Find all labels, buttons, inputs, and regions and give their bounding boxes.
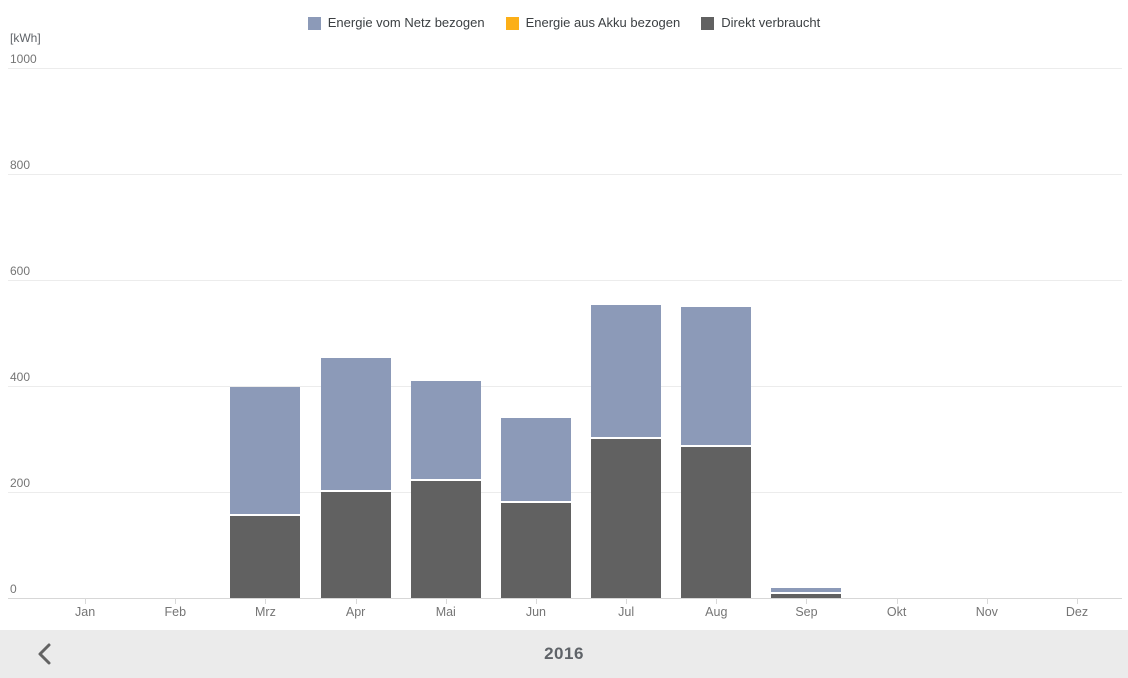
bar-segment-mrz-series2[interactable] bbox=[230, 515, 301, 598]
chevron-left-icon bbox=[38, 643, 51, 665]
x-axis-tick bbox=[355, 598, 357, 604]
x-axis-tick bbox=[626, 598, 628, 604]
y-axis-unit-label: [kWh] bbox=[10, 31, 41, 45]
akku-color-swatch bbox=[505, 16, 519, 30]
x-axis-label-jan: Jan bbox=[75, 605, 96, 619]
month-column-jan: Jan bbox=[40, 0, 130, 630]
bar-segment-jul-series0[interactable] bbox=[591, 304, 662, 437]
month-column-aug: Aug bbox=[671, 0, 761, 630]
y-axis-tick-label: 200 bbox=[10, 476, 31, 490]
bar-jun[interactable] bbox=[500, 418, 571, 598]
gridline-1000 bbox=[8, 68, 1122, 69]
x-axis-tick bbox=[806, 598, 808, 604]
bar-segment-jun-series2[interactable] bbox=[500, 502, 571, 598]
bar-segment-mrz-series0[interactable] bbox=[230, 386, 301, 514]
legend-item-netz[interactable]: Energie vom Netz bezogen bbox=[307, 14, 485, 32]
bar-columns: Jan Feb Mrz Apr Mai Jun Jul Aug Sep Okt Nov Dez bbox=[40, 0, 1122, 630]
month-column-mai: Mai bbox=[401, 0, 491, 630]
x-axis-label-feb: Feb bbox=[164, 605, 187, 619]
bar-segment-sep-series2[interactable] bbox=[771, 593, 842, 598]
x-axis-label-jul: Jul bbox=[618, 605, 635, 619]
bar-sep[interactable] bbox=[771, 587, 842, 598]
y-axis-tick-label: 0 bbox=[10, 582, 17, 596]
plot-area: [kWh] 0 200 400 600 800 1000 Jan Feb Mrz Apr Mai J… bbox=[8, 0, 1122, 630]
x-axis-label-sep: Sep bbox=[795, 605, 818, 619]
year-label: 2016 bbox=[544, 644, 584, 663]
x-axis-label-okt: Okt bbox=[886, 605, 907, 619]
x-axis-label-jun: Jun bbox=[525, 605, 547, 619]
x-axis-tick bbox=[716, 598, 718, 604]
x-axis-tick bbox=[265, 598, 267, 604]
month-column-jun: Jun bbox=[491, 0, 581, 630]
x-axis-tick bbox=[986, 598, 988, 604]
y-axis-tick-label: 600 bbox=[10, 264, 31, 278]
x-axis-label-apr: Apr bbox=[345, 605, 366, 619]
month-column-feb: Feb bbox=[130, 0, 220, 630]
x-axis-label-dez: Dez bbox=[1065, 605, 1089, 619]
y-axis-tick-label: 400 bbox=[10, 370, 31, 384]
x-axis-label-aug: Aug bbox=[705, 605, 728, 619]
x-axis-tick bbox=[85, 598, 87, 604]
chart-legend: Energie vom Netz bezogen Energie aus Akk… bbox=[0, 14, 1128, 32]
legend-label-netz: Energie vom Netz bezogen bbox=[327, 15, 485, 30]
bar-segment-jun-series0[interactable] bbox=[500, 418, 571, 501]
legend-item-akku[interactable]: Energie aus Akku bezogen bbox=[505, 14, 681, 32]
month-column-sep: Sep bbox=[761, 0, 851, 630]
netz-color-swatch bbox=[307, 16, 321, 30]
direkt-color-swatch bbox=[701, 16, 715, 30]
bar-segment-jul-series2[interactable] bbox=[591, 439, 662, 598]
month-column-okt: Okt bbox=[852, 0, 942, 630]
bar-segment-apr-series0[interactable] bbox=[320, 357, 391, 490]
bar-mai[interactable] bbox=[410, 381, 481, 598]
x-axis-line bbox=[8, 598, 1122, 599]
x-axis-tick bbox=[445, 598, 447, 604]
month-column-apr: Apr bbox=[311, 0, 401, 630]
month-column-mrz: Mrz bbox=[220, 0, 310, 630]
legend-item-direkt[interactable]: Direkt verbraucht bbox=[701, 14, 820, 32]
gridline-400 bbox=[8, 386, 1122, 387]
previous-year-button[interactable] bbox=[28, 630, 60, 678]
month-column-jul: Jul bbox=[581, 0, 671, 630]
x-axis-label-mrz: Mrz bbox=[255, 605, 276, 619]
legend-label-akku: Energie aus Akku bezogen bbox=[525, 15, 681, 30]
bar-mrz[interactable] bbox=[230, 386, 301, 598]
x-axis-label-mai: Mai bbox=[435, 605, 456, 619]
gridline-800 bbox=[8, 174, 1122, 175]
bar-segment-mai-series0[interactable] bbox=[410, 381, 481, 480]
x-axis-label-nov: Nov bbox=[975, 605, 998, 619]
bar-apr[interactable] bbox=[320, 357, 391, 598]
bar-aug[interactable] bbox=[681, 307, 752, 598]
month-column-nov: Nov bbox=[942, 0, 1032, 630]
x-axis-tick bbox=[535, 598, 537, 604]
legend-label-direkt: Direkt verbraucht bbox=[721, 15, 821, 30]
y-axis-tick-label: 1000 bbox=[10, 52, 37, 66]
month-column-dez: Dez bbox=[1032, 0, 1122, 630]
x-axis-tick bbox=[1076, 598, 1078, 604]
bar-segment-aug-series0[interactable] bbox=[681, 307, 752, 445]
gridline-600 bbox=[8, 280, 1122, 281]
x-axis-tick bbox=[175, 598, 177, 604]
bar-jul[interactable] bbox=[591, 304, 662, 598]
bar-segment-sep-series0[interactable] bbox=[771, 587, 842, 592]
x-axis-tick bbox=[896, 598, 898, 604]
year-navigation-bar: 2016 bbox=[0, 630, 1128, 678]
bar-segment-aug-series2[interactable] bbox=[681, 446, 752, 598]
bar-segment-mai-series2[interactable] bbox=[410, 481, 481, 598]
bar-segment-apr-series2[interactable] bbox=[320, 492, 391, 598]
y-axis-tick-label: 800 bbox=[10, 158, 31, 172]
